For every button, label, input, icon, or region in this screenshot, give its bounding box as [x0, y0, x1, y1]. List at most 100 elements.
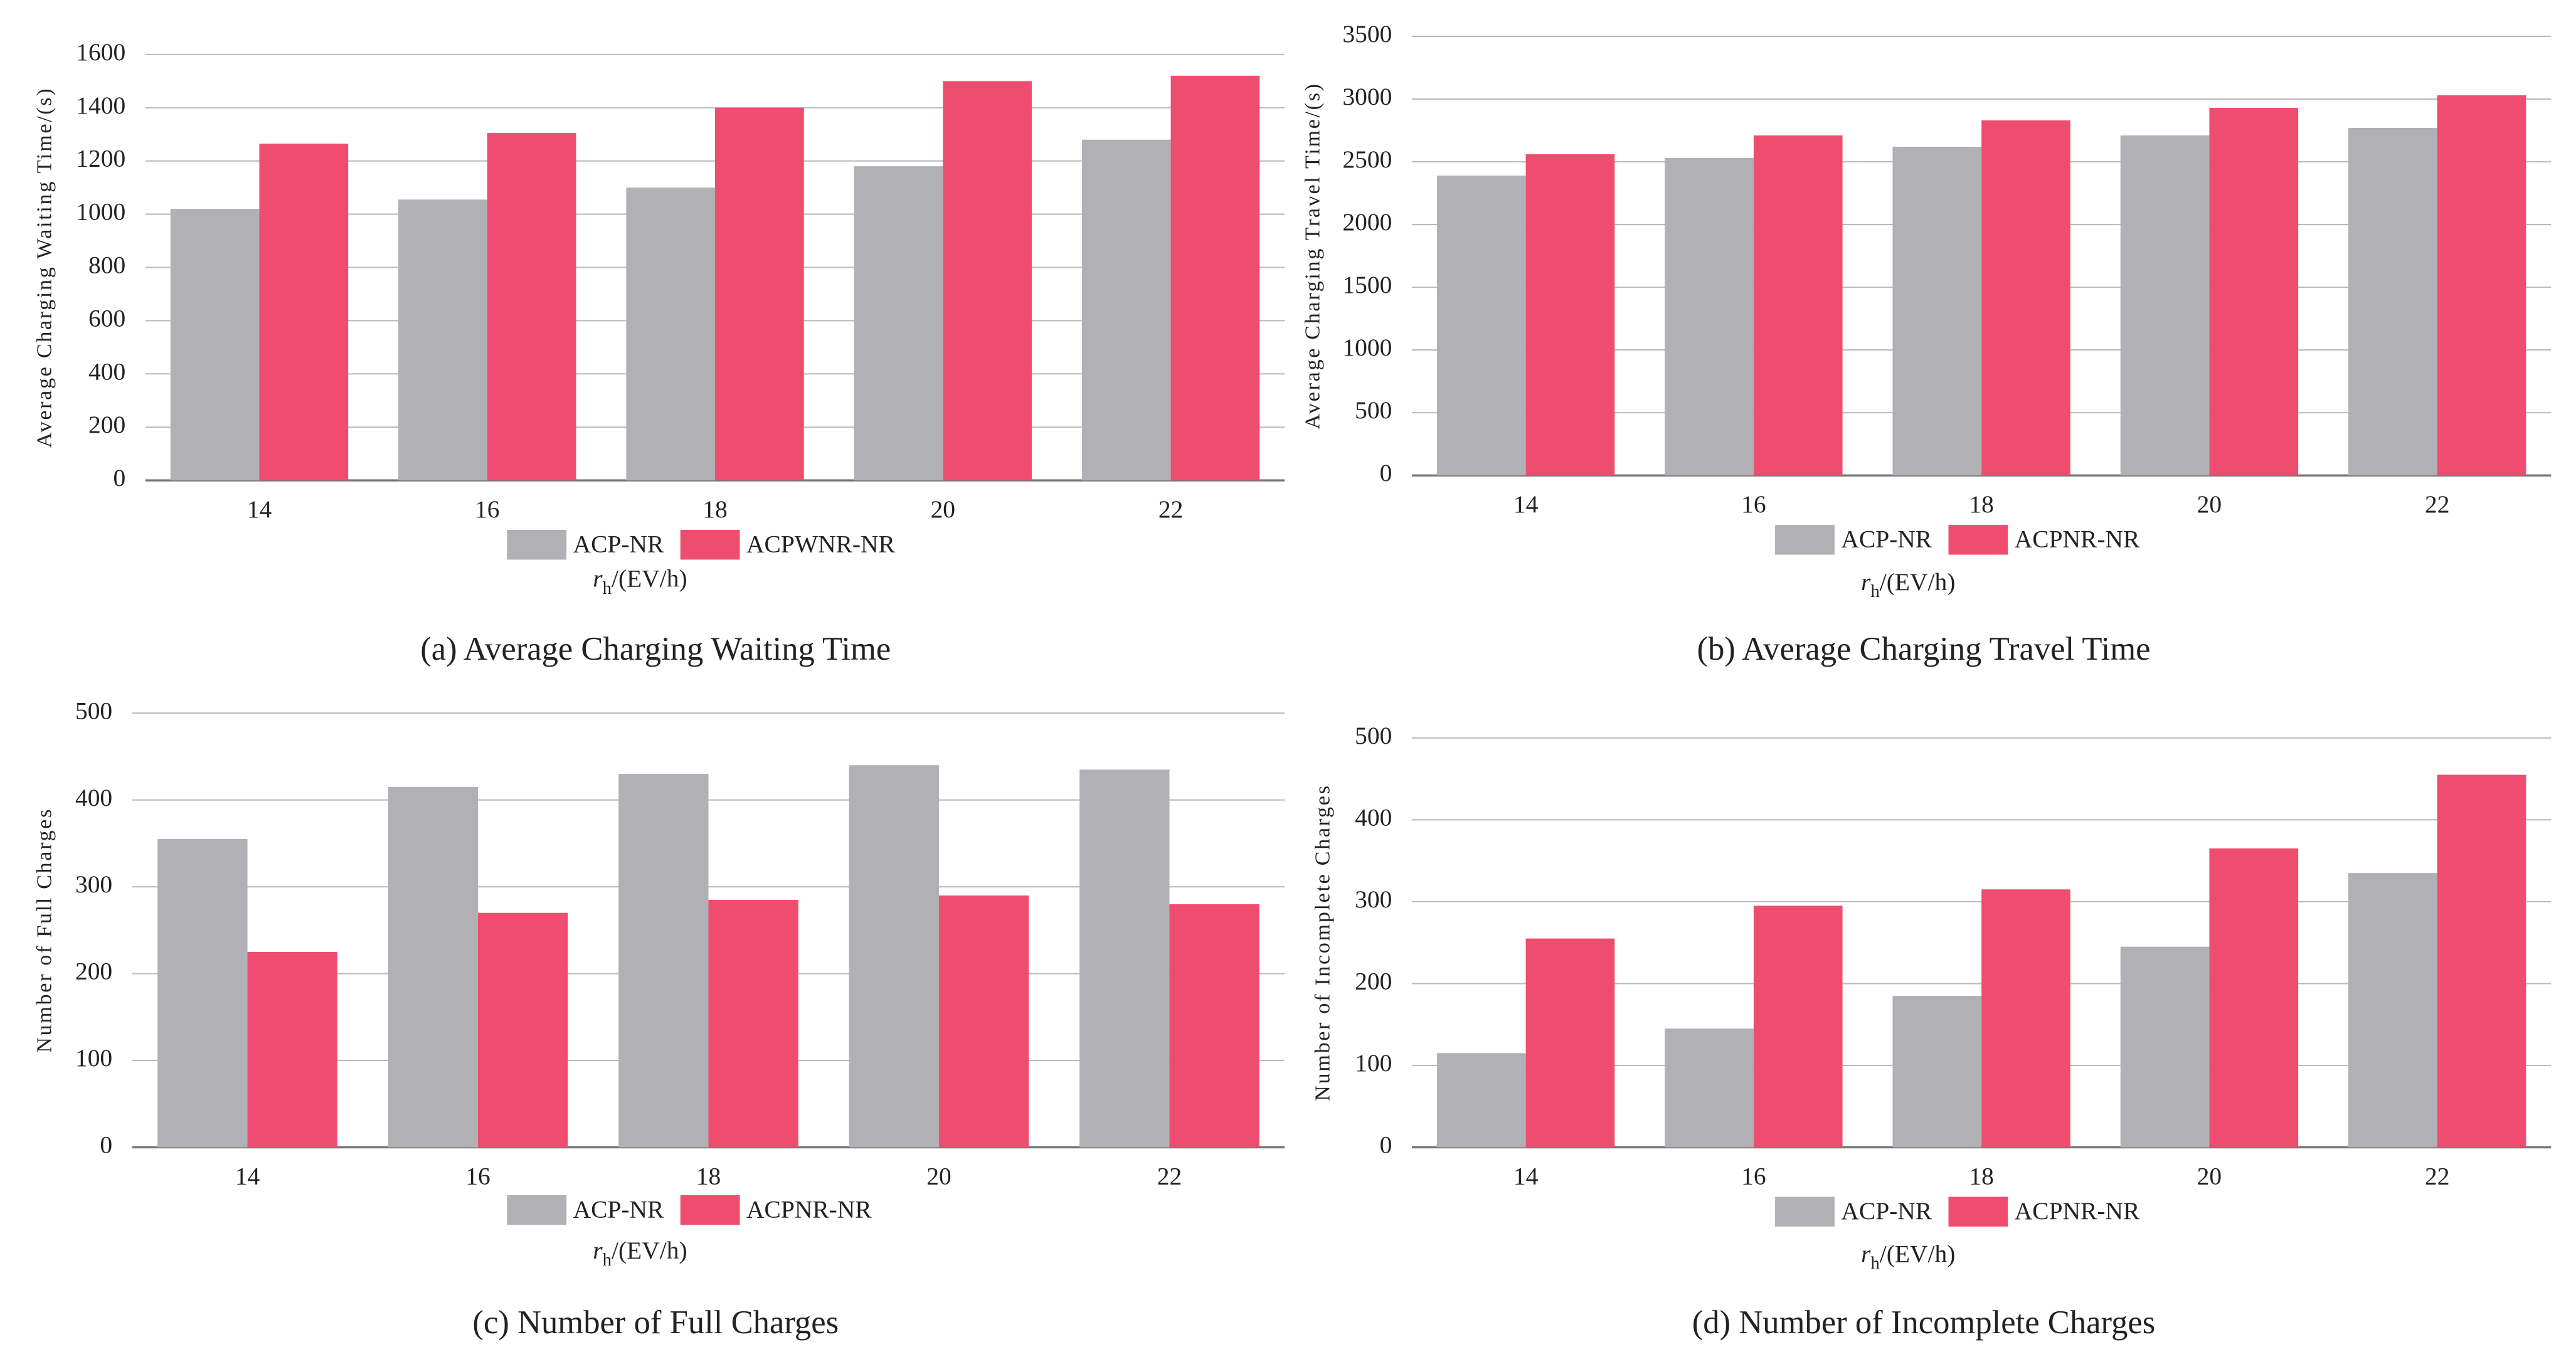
- legend-swatch: [507, 1195, 567, 1225]
- x-tick-label: 22: [2425, 1163, 2449, 1190]
- bar: [388, 786, 479, 1148]
- bar: [1436, 175, 1526, 476]
- y-tick-label: 100: [1355, 1049, 1392, 1077]
- bar: [938, 895, 1029, 1148]
- y-tick-label: 400: [1355, 803, 1392, 831]
- bar: [1436, 1053, 1526, 1148]
- bar: [2209, 848, 2299, 1148]
- x-tick-label: 16: [475, 495, 499, 523]
- legend-swatch: [680, 1195, 740, 1225]
- legend-swatch: [1948, 1196, 2008, 1227]
- y-tick-label: 1000: [76, 198, 125, 226]
- y-axis-label: Average Charging Waiting Time/(s): [33, 87, 56, 448]
- x-tick-label: 22: [1158, 495, 1183, 523]
- y-tick-label: 0: [1380, 1131, 1392, 1159]
- x-label-unit: /(EV/h): [1880, 568, 1956, 596]
- x-tick-label: 14: [235, 1163, 260, 1190]
- x-axis-label: rh/(EV/h): [1861, 1240, 1955, 1273]
- bar: [157, 839, 248, 1148]
- bar: [1665, 157, 1754, 476]
- y-tick-label: 300: [75, 870, 112, 898]
- legend-label: ACPNR-NR: [2015, 1197, 2140, 1225]
- x-tick-label: 14: [1513, 1163, 1539, 1190]
- legend-swatch: [1775, 1196, 1835, 1227]
- bar: [2437, 95, 2526, 476]
- y-tick-label: 1200: [76, 145, 125, 172]
- bar: [1081, 139, 1171, 481]
- bar: [1753, 906, 1843, 1148]
- caption: (c) Number of Full Charges: [472, 1304, 839, 1341]
- bar: [2348, 127, 2437, 476]
- bar: [1981, 889, 2070, 1148]
- x-label-var: r: [1861, 1240, 1871, 1267]
- x-label-unit: /(EV/h): [612, 1237, 687, 1264]
- legend-swatch: [1948, 525, 2008, 555]
- legend-label: ACP-NR: [1841, 1197, 1932, 1225]
- x-tick-label: 14: [1513, 490, 1539, 518]
- y-tick-label: 400: [75, 784, 112, 811]
- bar: [1981, 120, 2070, 476]
- bar: [1170, 75, 1260, 481]
- y-tick-label: 0: [1380, 459, 1392, 487]
- bar: [618, 774, 709, 1148]
- y-tick-label: 200: [75, 958, 112, 985]
- bar: [1525, 154, 1615, 476]
- y-tick-label: 1000: [1342, 334, 1392, 361]
- y-tick-label: 800: [88, 251, 125, 279]
- x-tick-label: 18: [1969, 490, 1993, 518]
- x-tick-label: 16: [1741, 1163, 1766, 1190]
- y-tick-label: 100: [75, 1044, 112, 1072]
- bar: [259, 144, 349, 481]
- bar: [626, 187, 716, 481]
- caption: (b) Average Charging Travel Time: [1697, 631, 2150, 667]
- x-tick-label: 18: [702, 495, 727, 523]
- bar: [2120, 946, 2210, 1148]
- x-tick-label: 16: [465, 1163, 490, 1190]
- x-label-var: r: [1861, 568, 1871, 596]
- y-tick-label: 200: [1355, 967, 1392, 995]
- bar: [247, 952, 337, 1148]
- caption: (a) Average Charging Waiting Time: [420, 631, 891, 667]
- bar: [2437, 774, 2526, 1148]
- bar: [708, 899, 798, 1148]
- x-tick-label: 22: [1157, 1163, 1182, 1190]
- x-tick-label: 20: [2197, 1163, 2222, 1190]
- legend-swatch: [680, 530, 740, 560]
- y-tick-label: 3000: [1342, 83, 1392, 110]
- bar: [2120, 135, 2210, 476]
- legend-label: ACPNR-NR: [2015, 525, 2140, 553]
- y-tick-label: 500: [75, 697, 112, 724]
- x-label-sub: h: [603, 578, 612, 598]
- x-label-unit: /(EV/h): [1880, 1240, 1956, 1267]
- bar: [1169, 904, 1259, 1148]
- legend-label: ACPNR-NR: [746, 1195, 872, 1223]
- y-tick-label: 1600: [76, 38, 125, 66]
- caption: (d) Number of Incomplete Charges: [1692, 1304, 2155, 1341]
- x-axis-label: rh/(EV/h): [593, 1237, 687, 1270]
- x-axis-label: rh/(EV/h): [593, 565, 687, 598]
- y-tick-label: 0: [114, 464, 126, 492]
- x-label-sub: h: [1870, 581, 1880, 601]
- x-tick-label: 22: [2425, 490, 2449, 518]
- bar: [1892, 996, 1982, 1148]
- bar: [849, 765, 939, 1148]
- y-tick-label: 500: [1355, 396, 1392, 424]
- bar: [1892, 146, 1982, 476]
- x-tick-label: 16: [1741, 490, 1766, 518]
- x-tick-label: 18: [1969, 1163, 1993, 1190]
- y-tick-label: 1400: [76, 92, 125, 119]
- bar: [1753, 135, 1843, 476]
- x-tick-label: 18: [696, 1163, 721, 1190]
- x-tick-label: 20: [931, 495, 955, 523]
- x-label-unit: /(EV/h): [612, 565, 687, 593]
- bar: [398, 199, 487, 481]
- y-tick-label: 200: [88, 411, 125, 438]
- y-tick-label: 0: [100, 1131, 112, 1159]
- y-axis-label: Number of Full Charges: [33, 808, 56, 1053]
- y-axis-label: Number of Incomplete Charges: [1311, 784, 1334, 1101]
- x-label-sub: h: [1870, 1253, 1880, 1273]
- y-axis-label: Average Charging Travel Time/(s): [1301, 82, 1324, 429]
- bar: [487, 133, 576, 481]
